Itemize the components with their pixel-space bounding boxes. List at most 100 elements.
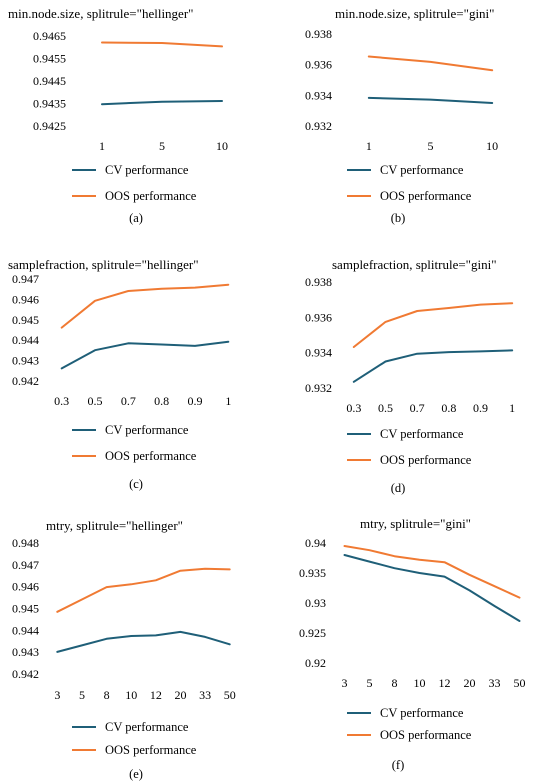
x-tick-label: 1 xyxy=(99,139,105,153)
y-tick-label: 0.934 xyxy=(305,88,332,102)
x-tick-label: 1 xyxy=(225,394,231,408)
cv-series-line xyxy=(352,349,514,383)
x-tick-label: 33 xyxy=(489,676,501,690)
y-tick-label: 0.942 xyxy=(12,667,39,681)
y-tick-label: 0.932 xyxy=(305,119,332,133)
line-chart: mtry, splitrule="hellinger" 0.942 0.943 0.9… xyxy=(12,518,236,781)
cv-series-line xyxy=(343,554,521,622)
y-tick-label: 0.946 xyxy=(12,580,39,594)
cv-series-line xyxy=(367,96,494,104)
x-tick-label: 10 xyxy=(414,676,426,690)
x-tick-label: 0.9 xyxy=(473,401,488,415)
legend-label: CV performance xyxy=(105,423,189,437)
chart-panel: samplefraction, splitrule="gini" 0.932 0.9… xyxy=(275,257,550,514)
panel-caption: (c) xyxy=(129,477,143,491)
y-tick-label: 0.944 xyxy=(12,333,39,347)
x-tick-label: 8 xyxy=(104,688,110,702)
x-tick-label: 0.5 xyxy=(88,394,103,408)
chart-panel: mtry, splitrule="hellinger" 0.942 0.943 0.9… xyxy=(0,514,275,781)
y-tick-label: 0.944 xyxy=(12,623,39,637)
y-tick-label: 0.925 xyxy=(299,626,326,640)
x-tick-label: 12 xyxy=(439,676,451,690)
x-tick-label: 1 xyxy=(366,139,372,153)
x-tick-label: 5 xyxy=(428,139,434,153)
y-tick-label: 0.946 xyxy=(12,292,39,306)
chart-panel: min.node.size, splitrule="hellinger" 0.94… xyxy=(0,0,275,257)
y-tick-label: 0.935 xyxy=(299,566,326,580)
y-tick-label: 0.934 xyxy=(305,346,332,360)
panel-caption: (e) xyxy=(129,767,143,781)
x-tick-label: 8 xyxy=(392,676,398,690)
x-tick-label: 3 xyxy=(54,688,60,702)
cv-series-line xyxy=(101,100,223,106)
chart-panel: samplefraction, splitrule="hellinger" 0.9… xyxy=(0,257,275,514)
y-tick-label: 0.9445 xyxy=(33,74,66,88)
legend-label: CV performance xyxy=(380,706,464,720)
y-tick-label: 0.9425 xyxy=(33,119,66,133)
line-chart: samplefraction, splitrule="gini" 0.932 0.9… xyxy=(305,257,515,495)
x-tick-label: 0.8 xyxy=(154,394,169,408)
x-tick-label: 0.3 xyxy=(54,394,69,408)
x-tick-label: 5 xyxy=(367,676,373,690)
panel-caption: (f) xyxy=(392,758,405,772)
cv-series-line xyxy=(60,340,230,370)
legend-label: OOS performance xyxy=(380,453,472,467)
x-tick-label: 10 xyxy=(125,688,137,702)
legend-label: OOS performance xyxy=(105,189,197,203)
x-tick-label: 0.7 xyxy=(410,401,425,415)
line-chart: min.node.size, splitrule="hellinger" 0.94… xyxy=(8,6,228,225)
y-tick-label: 0.93 xyxy=(305,596,326,610)
y-tick-label: 0.945 xyxy=(12,313,39,327)
x-tick-label: 12 xyxy=(150,688,162,702)
legend-label: CV performance xyxy=(380,427,464,441)
x-tick-label: 0.7 xyxy=(121,394,136,408)
legend-label: OOS performance xyxy=(105,743,197,757)
oos-series-line xyxy=(60,283,230,329)
y-tick-label: 0.943 xyxy=(12,354,39,368)
y-tick-label: 0.948 xyxy=(12,536,39,550)
legend-label: OOS performance xyxy=(105,449,197,463)
x-tick-label: 0.5 xyxy=(378,401,393,415)
y-tick-label: 0.932 xyxy=(305,381,332,395)
x-tick-label: 0.9 xyxy=(188,394,203,408)
chart-title: mtry, splitrule="gini" xyxy=(360,516,471,531)
x-tick-label: 0.3 xyxy=(346,401,361,415)
y-tick-label: 0.936 xyxy=(305,310,332,324)
panel-caption: (a) xyxy=(129,211,143,225)
chart-title: min.node.size, splitrule="hellinger" xyxy=(8,6,193,21)
y-tick-label: 0.947 xyxy=(12,272,39,286)
y-tick-label: 0.9455 xyxy=(33,52,66,66)
legend-label: CV performance xyxy=(105,720,189,734)
y-tick-label: 0.943 xyxy=(12,645,39,659)
chart-title: samplefraction, splitrule="hellinger" xyxy=(8,257,199,272)
oos-series-line xyxy=(367,55,494,72)
chart-title: samplefraction, splitrule="gini" xyxy=(332,257,497,272)
x-tick-label: 1 xyxy=(509,401,515,415)
y-tick-label: 0.945 xyxy=(12,602,39,616)
y-tick-label: 0.942 xyxy=(12,374,39,388)
panel-caption: (d) xyxy=(391,481,406,495)
legend-label: OOS performance xyxy=(380,189,472,203)
x-tick-label: 5 xyxy=(159,139,165,153)
cv-series-line xyxy=(56,630,231,653)
line-chart: samplefraction, splitrule="hellinger"0.9… xyxy=(8,257,231,491)
y-tick-label: 0.947 xyxy=(12,558,39,572)
line-chart: mtry, splitrule="gini" 0.92 0.925 0.93 0.935… xyxy=(299,516,526,772)
x-tick-label: 5 xyxy=(79,688,85,702)
y-tick-label: 0.9435 xyxy=(33,97,66,111)
chart-panel: mtry, splitrule="gini" 0.92 0.925 0.93 0.935… xyxy=(275,514,550,772)
y-tick-label: 0.9465 xyxy=(33,29,66,43)
y-tick-label: 0.938 xyxy=(305,27,332,41)
x-tick-label: 33 xyxy=(199,688,211,702)
x-tick-label: 0.8 xyxy=(441,401,456,415)
y-tick-label: 0.936 xyxy=(305,58,332,72)
line-chart: min.node.size, splitrule="gini" 0.932 0.93… xyxy=(305,6,498,225)
x-tick-label: 20 xyxy=(464,676,476,690)
x-tick-label: 50 xyxy=(514,676,526,690)
x-tick-label: 10 xyxy=(216,139,228,153)
x-tick-label: 10 xyxy=(486,139,498,153)
chart-title: mtry, splitrule="hellinger" xyxy=(46,518,183,533)
y-tick-label: 0.92 xyxy=(305,656,326,670)
y-tick-label: 0.938 xyxy=(305,275,332,289)
